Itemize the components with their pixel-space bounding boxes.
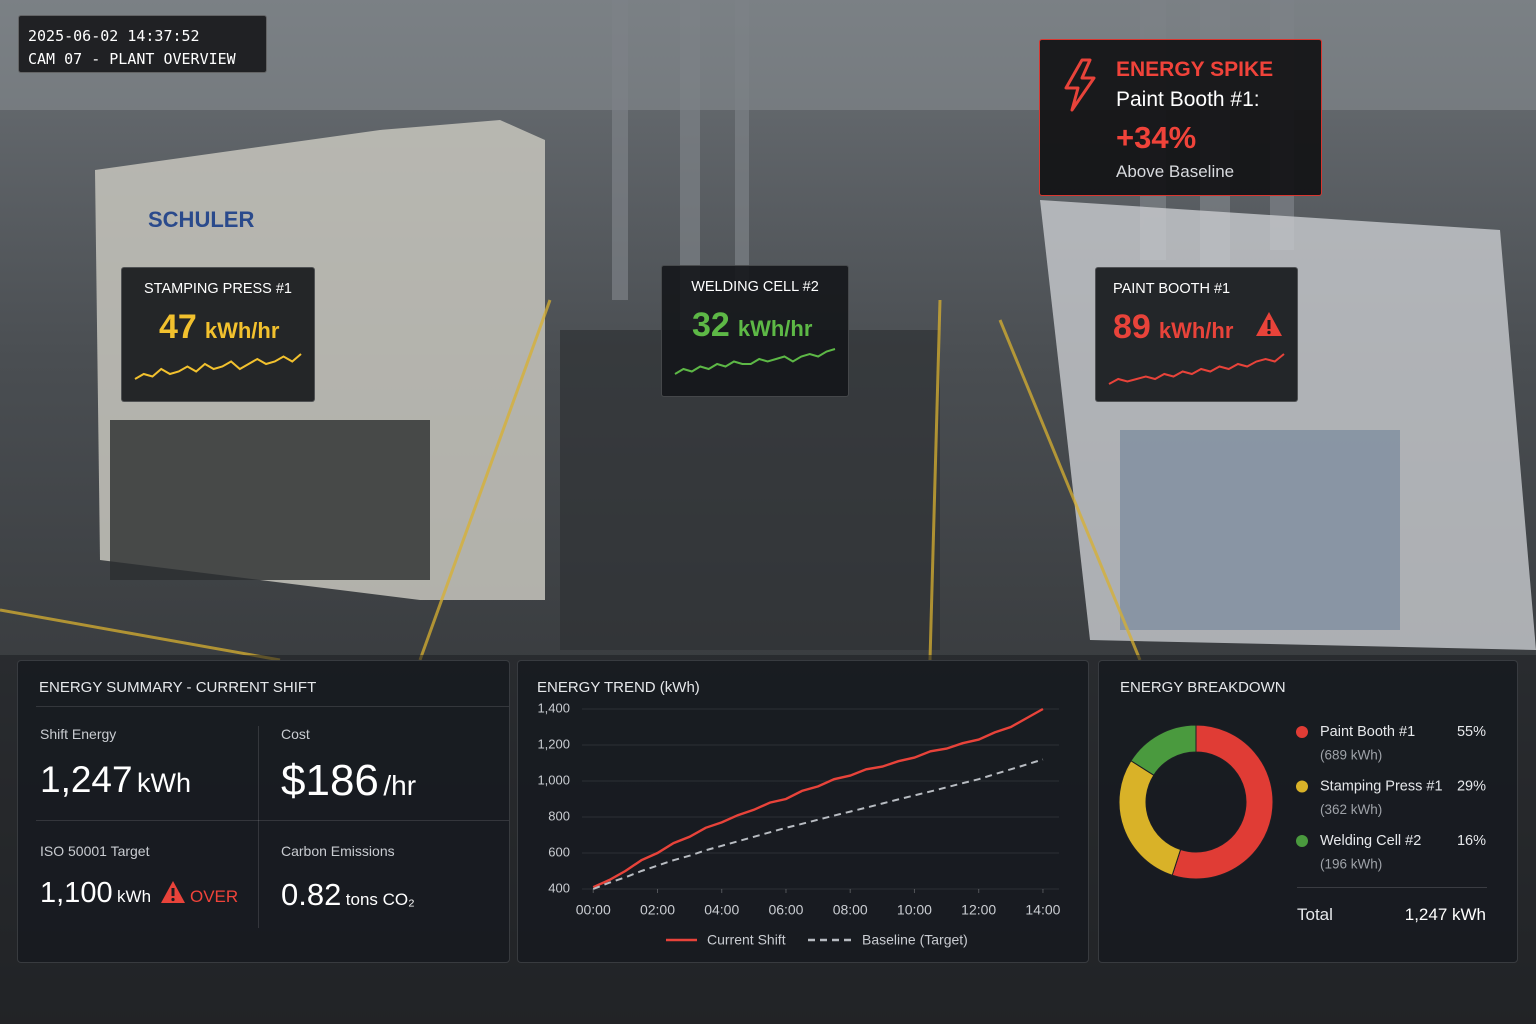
alert-box: ENERGY SPIKE Paint Booth #1: +34% Above … [1039, 39, 1322, 196]
timestamp: 2025-06-02 14:37:52 [28, 27, 200, 45]
alert-change: +34% [1116, 120, 1197, 155]
machine-name: PAINT BOOTH #1 [1113, 281, 1231, 297]
divider [258, 726, 259, 928]
machine-value: 32 [692, 306, 730, 344]
machine-value: 47 [159, 308, 197, 346]
metric-label: ISO 50001 Target [40, 843, 150, 859]
machine-card: STAMPING PRESS #1 47 kWh/hr [121, 267, 315, 402]
breakdown-panel: ENERGY BREAKDOWN Total 1,247 kWh [1098, 660, 1518, 963]
metric-value: 1,100 [40, 877, 113, 909]
metric-unit: tons CO₂ [345, 890, 415, 909]
machine-unit: kWh/hr [1158, 318, 1234, 343]
machine-name: STAMPING PRESS #1 [144, 281, 292, 297]
booth-window [1120, 430, 1400, 630]
status-label: OVER [190, 887, 239, 906]
machine-unit: kWh/hr [204, 318, 280, 343]
divider [1297, 887, 1487, 888]
panel-title: ENERGY SUMMARY - CURRENT SHIFT [39, 679, 317, 696]
machine-name: WELDING CELL #2 [691, 279, 819, 295]
machine-card: WELDING CELL #2 32 kWh/hr [661, 265, 849, 397]
metric-label: Carbon Emissions [281, 843, 395, 859]
metric-unit: /hr [383, 770, 417, 801]
machine-reading: 47 kWh/hr [159, 310, 279, 344]
panel-title: ENERGY BREAKDOWN [1120, 679, 1286, 696]
machine-sign: SCHULER [148, 207, 254, 232]
divider [36, 706, 509, 707]
total-value: 1,247 kWh [1404, 905, 1486, 924]
machine-reading: 32 kWh/hr [692, 308, 812, 342]
metric-unit: kWh [117, 887, 152, 906]
alert-location: Paint Booth #1: [1116, 88, 1260, 111]
metric-value: 0.82 [281, 877, 342, 912]
floor-lines [0, 299, 1142, 662]
camera-info: 2025-06-02 14:37:52 CAM 07 - PLANT OVERV… [18, 15, 267, 73]
press-base [110, 420, 430, 580]
machine-reading: 89 kWh/hr [1113, 310, 1233, 344]
machine-unit: kWh/hr [737, 316, 813, 341]
camera-label: CAM 07 - PLANT OVERVIEW [28, 50, 236, 68]
metric-value: $186 [281, 756, 379, 805]
lightning-icon [1064, 58, 1096, 112]
warning-icon [161, 881, 185, 903]
metric-value: 1,247 [40, 759, 133, 800]
summary-panel: ENERGY SUMMARY - CURRENT SHIFT Shift Ene… [17, 660, 510, 963]
trend-panel: ENERGY TREND (kWh) [517, 660, 1089, 963]
alert-note: Above Baseline [1116, 162, 1235, 181]
metric-label: Cost [281, 726, 310, 742]
metric-unit: kWh [137, 768, 192, 798]
divider [36, 820, 509, 821]
machine-value: 89 [1113, 308, 1151, 346]
total-label: Total [1297, 905, 1333, 924]
metric-label: Shift Energy [40, 726, 117, 742]
machine-card: PAINT BOOTH #1 89 kWh/hr [1095, 267, 1298, 402]
panel-title: ENERGY TREND (kWh) [537, 679, 700, 696]
alert-title: ENERGY SPIKE [1116, 58, 1274, 81]
